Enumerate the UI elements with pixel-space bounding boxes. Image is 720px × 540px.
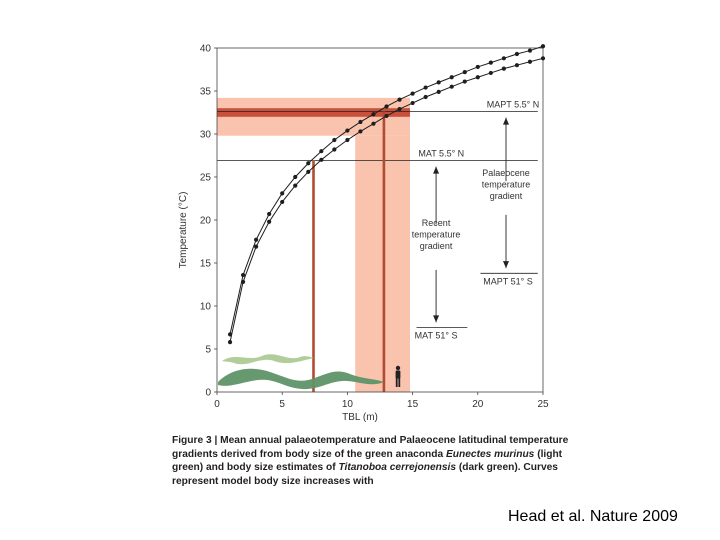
x-tick-label: 15 <box>407 399 419 410</box>
series-1-point <box>397 97 402 102</box>
series-1-point <box>293 174 298 180</box>
credit-text: Head et al. Nature 2009 <box>508 508 678 525</box>
series-1-point <box>410 91 415 96</box>
mapt-south-label: MAPT 51° S <box>483 276 532 286</box>
series-2-point <box>488 70 493 76</box>
caption-lead: Figure 3 | Mean annual palaeotemperature… <box>172 435 569 460</box>
series-2-point <box>332 147 337 152</box>
series-1-point <box>462 69 467 75</box>
series-1-point <box>514 51 520 57</box>
series-1-point <box>475 64 480 70</box>
y-tick-label: 5 <box>205 345 211 356</box>
mapt-north-label: MAPT 5.5° N <box>487 100 539 110</box>
series-2-point <box>254 244 259 249</box>
recent-arrow-head-up <box>433 166 440 174</box>
series-1-point <box>371 112 376 117</box>
y-axis-label: Temperature (°C) <box>178 192 189 269</box>
series-1-point <box>488 60 493 65</box>
human-silhouette <box>395 365 401 387</box>
series-1-point <box>384 104 389 109</box>
series-1-point <box>527 48 533 53</box>
series-1-point <box>501 56 506 61</box>
recent-gradient-label: Recent <box>422 218 451 228</box>
recent-gradient-label: temperature <box>412 230 461 240</box>
series-2-point <box>397 106 402 112</box>
series-1-point <box>540 44 546 49</box>
series-2-point <box>240 279 246 285</box>
series-1-point <box>240 272 246 278</box>
series-1-point <box>423 85 428 90</box>
light-horizontal-band <box>217 97 410 136</box>
palaeocene-gradient-label: gradient <box>490 191 523 201</box>
mat-north-label: MAT 5.5° N <box>418 149 464 159</box>
palaeocene-arrow-head-up <box>503 117 509 125</box>
palaeocene-gradient-label: Palaeocene <box>482 168 530 178</box>
series-1-point <box>306 161 311 166</box>
x-tick-label: 0 <box>214 399 220 410</box>
y-tick-label: 20 <box>200 216 212 227</box>
series-2-point <box>527 59 533 64</box>
series-2-point <box>449 84 454 89</box>
x-tick-label: 25 <box>537 399 549 410</box>
series-1-point <box>449 75 454 80</box>
series-2-point <box>267 219 272 224</box>
series-1-point <box>254 237 259 242</box>
bands-layer <box>217 97 410 392</box>
series-2-point <box>410 100 415 106</box>
caption-mid-2: (dark green). Curves represent model bod… <box>172 462 558 487</box>
annotations-layer: MAPT 5.5° N MAT 5.5° N Palaeocene temperatu… <box>412 100 539 341</box>
series-2-point <box>319 157 324 162</box>
series-2-point <box>293 183 298 188</box>
series-2-point <box>280 199 285 205</box>
series-1-point <box>267 211 272 217</box>
mat-south-label: MAT 51° S <box>415 331 458 341</box>
series-2-point <box>345 137 350 143</box>
series-2-point <box>514 63 520 68</box>
y-tick-label: 35 <box>200 87 212 98</box>
palaeocene-arrow-head-down <box>503 261 509 269</box>
y-tick-label: 25 <box>200 173 212 184</box>
series-2-point <box>475 75 480 80</box>
light-vertical-band <box>355 135 410 392</box>
series-2-point <box>540 56 546 61</box>
series-2-point <box>436 89 441 94</box>
series-2-point <box>358 129 363 134</box>
series-2-point <box>384 113 389 119</box>
recent-arrow-head-down <box>433 315 440 323</box>
anaconda-silhouette <box>222 354 314 365</box>
y-tick-label: 0 <box>205 388 211 399</box>
y-tick-label: 10 <box>200 302 212 313</box>
x-axis-label: TBL (m) <box>342 412 378 423</box>
series-2-point <box>371 121 376 126</box>
x-tick-label: 20 <box>472 399 484 410</box>
series-1-point <box>319 149 324 154</box>
series-2-point <box>227 340 233 345</box>
titanoboa-silhouette <box>218 368 384 390</box>
series-2-point <box>501 66 506 71</box>
caption-species-2: Titanoboa cerrejonensis <box>338 462 457 473</box>
y-tick-label: 30 <box>200 130 212 141</box>
recent-gradient-label: gradient <box>420 241 453 251</box>
figure-caption: Figure 3 | Mean annual palaeotemperature… <box>172 434 572 488</box>
series-2-point <box>306 169 311 174</box>
series-1-point <box>280 191 285 196</box>
series-1-point <box>436 80 441 85</box>
series-2-point <box>462 79 467 84</box>
x-tick-label: 10 <box>342 399 354 410</box>
x-tick-label: 5 <box>279 399 285 410</box>
y-tick-label: 40 <box>200 44 212 55</box>
caption-mid-1: (light green) and body size estimates of <box>172 448 563 474</box>
y-tick-label: 15 <box>200 259 212 270</box>
axes-layer: 0 5 10 15 20 25 0 5 10 15 20 25 30 35 40 TBL (m) Tempera… <box>178 44 549 424</box>
series-2-point <box>423 94 428 100</box>
palaeocene-gradient-label: temperature <box>482 180 531 190</box>
series-1-point <box>358 119 363 125</box>
caption-species-1: Eunectes murinus <box>446 448 535 460</box>
series-1-point <box>332 137 337 143</box>
dark-horizontal-band <box>217 108 410 117</box>
series-1-point <box>345 128 350 133</box>
curves-layer <box>227 44 546 345</box>
